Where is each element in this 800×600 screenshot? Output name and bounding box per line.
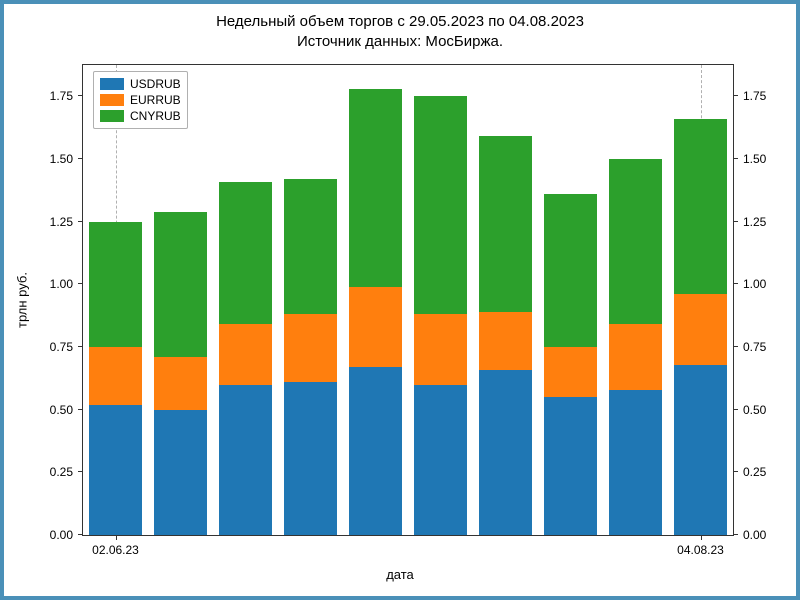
bar-seg-usdrub	[479, 370, 532, 535]
bar-seg-cnyrub	[544, 194, 597, 347]
bar-seg-cnyrub	[414, 96, 467, 314]
ytick-right: 0.75	[743, 340, 766, 354]
bar-seg-eurrub	[154, 357, 207, 410]
bar	[349, 65, 402, 535]
chart-frame: Недельный объем торгов с 29.05.2023 по 0…	[0, 0, 800, 600]
legend-label: CNYRUB	[130, 109, 181, 123]
bar-seg-usdrub	[674, 365, 727, 535]
bar-seg-eurrub	[349, 287, 402, 367]
bar	[89, 65, 142, 535]
legend: USDRUB EURRUB CNYRUB	[93, 71, 188, 129]
bar	[414, 65, 467, 535]
bar-seg-cnyrub	[674, 119, 727, 294]
bar-seg-cnyrub	[479, 136, 532, 311]
bar	[674, 65, 727, 535]
ytick-left: 0.25	[50, 465, 73, 479]
bar-seg-cnyrub	[89, 222, 142, 347]
ytick-left: 1.75	[50, 89, 73, 103]
bar-seg-eurrub	[674, 294, 727, 364]
bar-seg-eurrub	[89, 347, 142, 405]
bar-seg-eurrub	[219, 324, 272, 384]
bar-seg-usdrub	[544, 397, 597, 535]
bar	[609, 65, 662, 535]
bar	[284, 65, 337, 535]
ytick-right: 1.25	[743, 215, 766, 229]
bar-seg-usdrub	[284, 382, 337, 535]
bar	[544, 65, 597, 535]
bar	[154, 65, 207, 535]
title-line-1: Недельный объем торгов с 29.05.2023 по 0…	[216, 13, 584, 30]
bar-seg-usdrub	[89, 405, 142, 535]
legend-item: EURRUB	[100, 92, 181, 108]
ytick-left: 1.25	[50, 215, 73, 229]
bar-seg-usdrub	[349, 367, 402, 535]
bar-seg-cnyrub	[349, 89, 402, 287]
ytick-left: 1.00	[50, 277, 73, 291]
bar-seg-cnyrub	[284, 179, 337, 314]
bar-seg-usdrub	[219, 385, 272, 535]
ytick-right: 1.75	[743, 89, 766, 103]
ytick-left: 1.50	[50, 152, 73, 166]
ytick-right: 0.00	[743, 528, 766, 542]
bar-seg-usdrub	[609, 390, 662, 535]
ytick-right: 0.50	[743, 403, 766, 417]
ytick-left: 0.00	[50, 528, 73, 542]
bar	[479, 65, 532, 535]
legend-label: EURRUB	[130, 93, 181, 107]
legend-swatch	[100, 110, 124, 122]
y-axis-label: трлн руб.	[15, 272, 30, 328]
legend-item: CNYRUB	[100, 108, 181, 124]
legend-item: USDRUB	[100, 76, 181, 92]
legend-swatch	[100, 94, 124, 106]
ytick-left: 0.50	[50, 403, 73, 417]
xtick-label: 02.06.23	[92, 543, 139, 557]
bar-seg-usdrub	[154, 410, 207, 535]
bar	[219, 65, 272, 535]
ytick-right: 0.25	[743, 465, 766, 479]
title-line-2: Источник данных: МосБиржа.	[297, 33, 503, 50]
bar-seg-eurrub	[414, 314, 467, 384]
xtick-label: 04.08.23	[677, 543, 724, 557]
legend-label: USDRUB	[130, 77, 181, 91]
plot-area: USDRUBEURRUBCNYRUB 0.000.000.250.250.500…	[82, 64, 734, 536]
bar-seg-cnyrub	[219, 182, 272, 325]
bar-seg-eurrub	[284, 314, 337, 382]
bar-seg-eurrub	[544, 347, 597, 397]
chart-title: Недельный объем торгов с 29.05.2023 по 0…	[4, 4, 796, 53]
bar-seg-cnyrub	[154, 212, 207, 357]
bar-seg-eurrub	[609, 324, 662, 389]
legend-swatch	[100, 78, 124, 90]
bar-seg-eurrub	[479, 312, 532, 370]
ytick-right: 1.50	[743, 152, 766, 166]
ytick-right: 1.00	[743, 277, 766, 291]
x-axis-label: дата	[386, 567, 414, 582]
bar-seg-cnyrub	[609, 159, 662, 324]
bar-seg-usdrub	[414, 385, 467, 535]
ytick-left: 0.75	[50, 340, 73, 354]
